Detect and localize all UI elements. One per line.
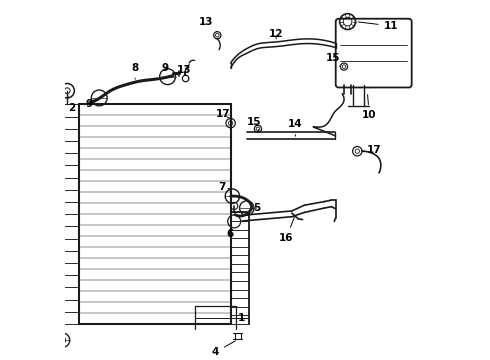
Text: 17: 17 (216, 109, 231, 120)
Text: 7: 7 (218, 182, 231, 192)
Text: 13: 13 (176, 65, 191, 75)
Text: 17: 17 (362, 145, 381, 156)
Text: 12: 12 (269, 29, 283, 39)
Text: 15: 15 (247, 117, 261, 127)
Text: 5: 5 (253, 203, 260, 213)
Text: 6: 6 (226, 229, 234, 239)
Text: 13: 13 (199, 17, 217, 32)
Text: 2: 2 (68, 97, 76, 113)
Text: 1: 1 (238, 312, 245, 323)
Text: 10: 10 (362, 95, 376, 120)
Text: 9: 9 (86, 99, 94, 109)
Text: 14: 14 (288, 119, 303, 136)
Bar (51, 127, 61, 140)
Text: 15: 15 (326, 53, 341, 67)
Bar (51, 188, 61, 201)
Text: 8: 8 (132, 63, 139, 79)
Text: 16: 16 (279, 217, 294, 243)
Text: 9: 9 (162, 63, 169, 73)
Text: 3: 3 (0, 359, 1, 360)
Text: 4: 4 (212, 341, 235, 357)
Text: 11: 11 (358, 21, 398, 31)
Bar (51, 256, 61, 269)
